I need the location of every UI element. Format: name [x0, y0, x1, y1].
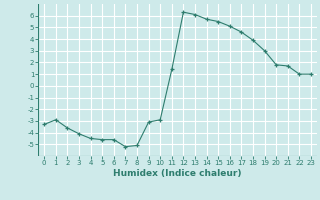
X-axis label: Humidex (Indice chaleur): Humidex (Indice chaleur): [113, 169, 242, 178]
